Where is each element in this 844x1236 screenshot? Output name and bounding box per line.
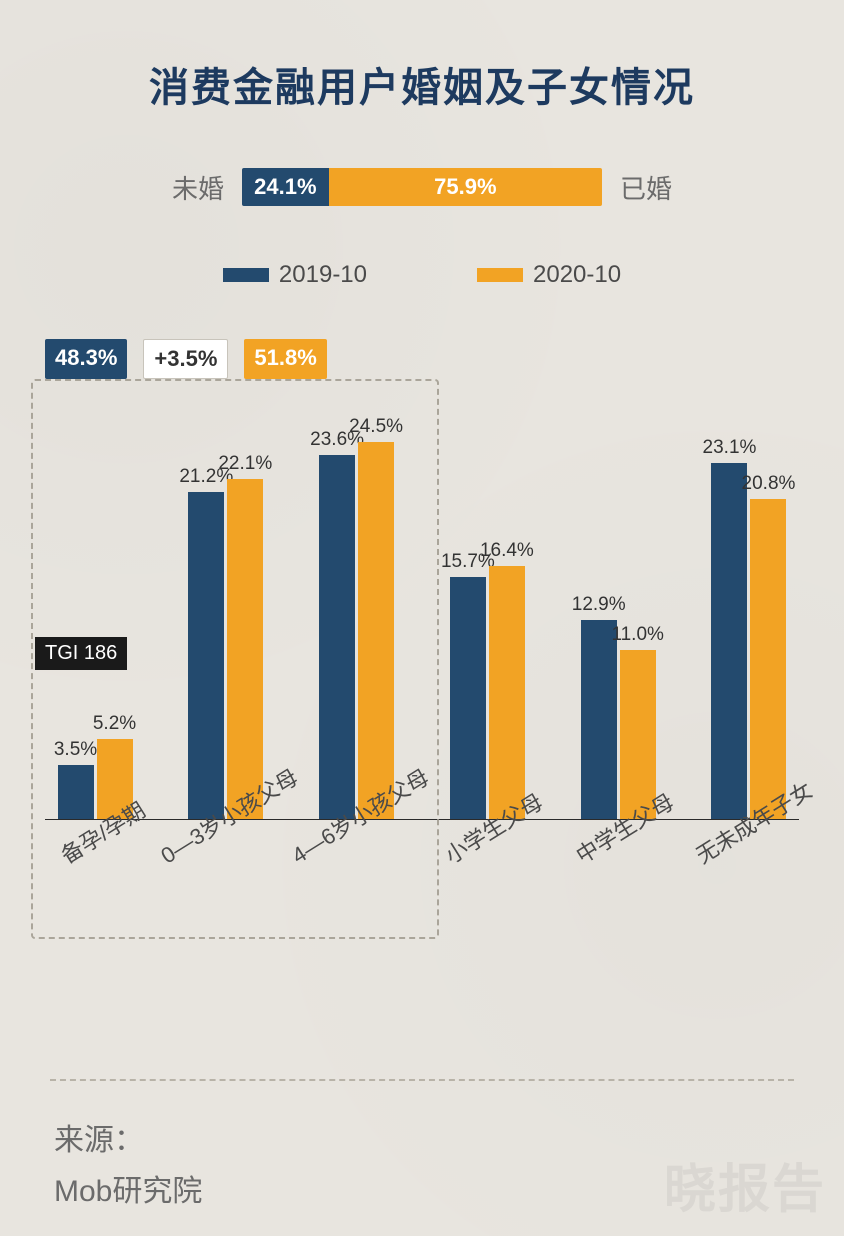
legend-swatch-2019 bbox=[223, 268, 269, 282]
bar: 24.5% bbox=[358, 442, 394, 819]
bar: 16.4% bbox=[489, 566, 525, 819]
legend-label-2020: 2020-10 bbox=[533, 261, 621, 289]
legend-item-2020: 2020-10 bbox=[477, 261, 621, 289]
legend-item-2019: 2019-10 bbox=[223, 261, 367, 289]
bar-group: 23.6%24.5%4—6岁小孩父母 bbox=[307, 403, 407, 819]
callout-delta: +3.5% bbox=[143, 339, 228, 379]
bar: 12.9% bbox=[581, 620, 617, 819]
marital-bar-row: 未婚 24.1% 75.9% 已婚 bbox=[40, 168, 804, 206]
divider bbox=[50, 1079, 794, 1081]
callout-2019-total: 48.3% bbox=[45, 339, 127, 379]
plot-area: 3.5%5.2%备孕/孕期21.2%22.1%0—3岁小孩父母23.6%24.5… bbox=[45, 403, 799, 819]
bar-group: 23.1%20.8%无未成年子女 bbox=[699, 403, 799, 819]
bar: 23.1% bbox=[711, 463, 747, 819]
tgi-badge: TGI 186 bbox=[35, 637, 127, 670]
chart-legend: 2019-10 2020-10 bbox=[40, 261, 804, 289]
bar-group: 3.5%5.2%备孕/孕期 bbox=[45, 403, 145, 819]
callout-row: 48.3% +3.5% 51.8% bbox=[45, 339, 327, 379]
bar-group: 21.2%22.1%0—3岁小孩父母 bbox=[176, 403, 276, 819]
marital-seg-unmarried: 24.1% bbox=[242, 168, 329, 206]
bar: 15.7% bbox=[450, 577, 486, 819]
bar-group: 15.7%16.4%小学生父母 bbox=[437, 403, 537, 819]
bar-value-label: 22.1% bbox=[218, 453, 272, 475]
callout-2020-total: 51.8% bbox=[244, 339, 326, 379]
bar-value-label: 3.5% bbox=[54, 739, 97, 761]
bar-value-label: 16.4% bbox=[480, 540, 534, 562]
legend-swatch-2020 bbox=[477, 268, 523, 282]
bar-value-label: 23.1% bbox=[703, 437, 757, 459]
bar: 3.5% bbox=[58, 765, 94, 819]
children-bar-chart: 48.3% +3.5% 51.8% TGI 186 3.5%5.2%备孕/孕期2… bbox=[45, 339, 799, 959]
x-axis bbox=[45, 819, 799, 820]
bar: 21.2% bbox=[188, 492, 224, 819]
bar-value-label: 11.0% bbox=[611, 624, 663, 646]
marital-seg-married: 75.9% bbox=[329, 168, 602, 206]
bar: 20.8% bbox=[750, 499, 786, 819]
page-title: 消费金融用户婚姻及子女情况 bbox=[40, 55, 804, 113]
bar-value-label: 24.5% bbox=[349, 416, 403, 438]
bar-group: 12.9%11.0%中学生父母 bbox=[568, 403, 668, 819]
bar-value-label: 5.2% bbox=[93, 713, 136, 735]
bar: 22.1% bbox=[227, 479, 263, 820]
bar-value-label: 12.9% bbox=[572, 594, 626, 616]
marital-stacked-bar: 24.1% 75.9% bbox=[242, 168, 602, 206]
watermark: 晓报告 bbox=[664, 1147, 826, 1222]
marital-label-unmarried: 未婚 bbox=[172, 169, 224, 206]
marital-label-married: 已婚 bbox=[620, 169, 672, 206]
bar-value-label: 20.8% bbox=[742, 473, 796, 495]
legend-label-2019: 2019-10 bbox=[279, 261, 367, 289]
bar: 23.6% bbox=[319, 455, 355, 819]
